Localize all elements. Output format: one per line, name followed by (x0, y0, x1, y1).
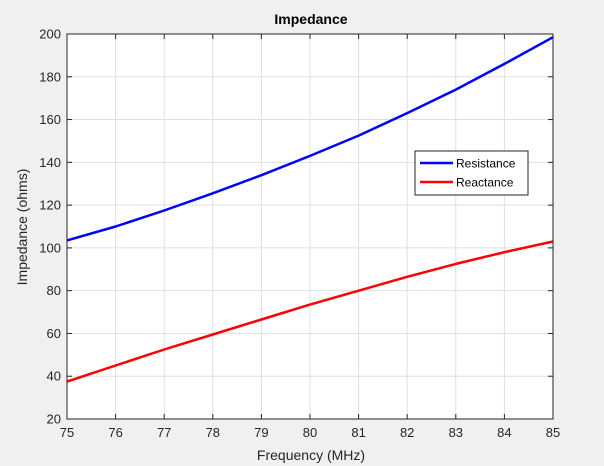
y-tick-label: 20 (47, 412, 61, 427)
x-tick-label: 75 (60, 425, 74, 440)
series-line-reactance (66, 240, 554, 383)
y-tick-label: 160 (39, 112, 61, 127)
chart-title: Impedance (274, 11, 347, 27)
x-tick-label: 81 (351, 425, 365, 440)
x-axis-label: Frequency (MHz) (257, 447, 365, 463)
x-tick-label: 82 (400, 425, 414, 440)
plot-frame (66, 33, 554, 420)
y-tick-label: 200 (39, 27, 61, 42)
y-tick-label: 100 (39, 240, 61, 255)
y-tick-label: 60 (47, 326, 61, 341)
x-tick-label: 83 (449, 425, 463, 440)
y-axis-label: Impedance (ohms) (14, 169, 30, 286)
y-tick-label: 140 (39, 155, 61, 170)
x-tick-label: 78 (206, 425, 220, 440)
x-tick-label: 80 (303, 425, 317, 440)
series-line-resistance (66, 36, 554, 242)
x-tick-label: 85 (546, 425, 560, 440)
y-tick-label: 80 (47, 283, 61, 298)
y-tick-label: 180 (39, 69, 61, 84)
x-tick-label: 77 (157, 425, 171, 440)
legend-label-reactance: Reactance (456, 176, 514, 190)
legend-label-resistance: Resistance (456, 157, 516, 171)
legend[interactable]: Resistance Reactance (414, 150, 529, 196)
x-tick-label: 84 (497, 425, 511, 440)
y-tick-label: 40 (47, 369, 61, 384)
x-tick-label: 79 (254, 425, 268, 440)
legend-box (414, 150, 529, 196)
x-tick-label: 76 (108, 425, 122, 440)
y-tick-label: 120 (39, 198, 61, 213)
